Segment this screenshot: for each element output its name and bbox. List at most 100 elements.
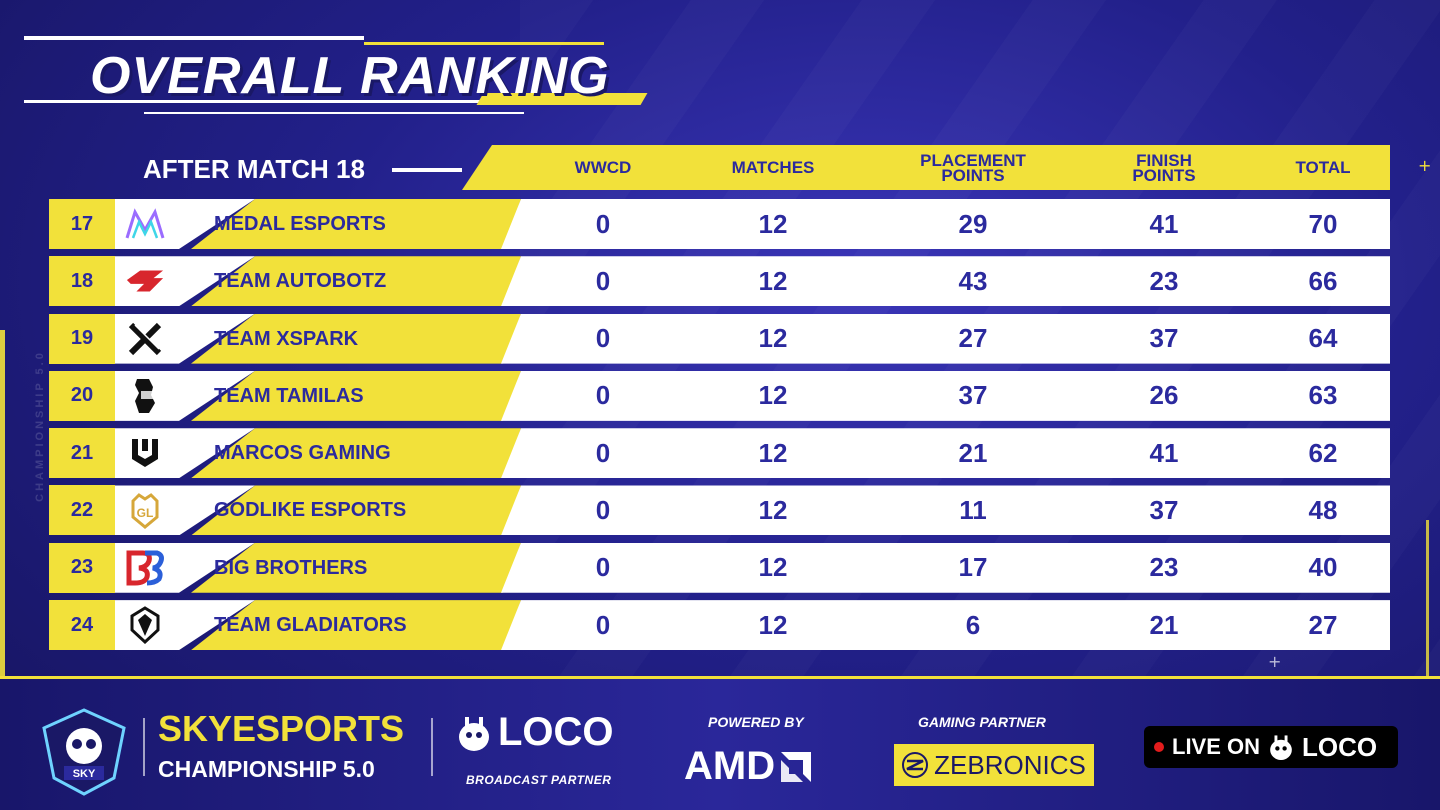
team-name-cell bbox=[191, 542, 521, 593]
stat-matches: 12 bbox=[758, 265, 788, 296]
stat-total: 64 bbox=[1308, 323, 1338, 354]
team-name: TEAM AUTOBOTZ bbox=[214, 270, 387, 293]
stats-cell bbox=[501, 199, 1390, 249]
team-name-cell bbox=[191, 256, 521, 307]
stat-finish: 37 bbox=[1149, 323, 1179, 354]
plus-decor-icon: + bbox=[1418, 156, 1432, 175]
live-dot-icon bbox=[1154, 742, 1164, 752]
live-on-loco-badge: LIVE ON LOCO bbox=[1144, 726, 1398, 768]
rank-cell: 18 bbox=[49, 256, 115, 307]
stat-total: 48 bbox=[1308, 494, 1338, 525]
zebronics-logo: ZEBRONICS bbox=[894, 744, 1094, 786]
rank-cell: 24 bbox=[49, 600, 115, 651]
title-line-top bbox=[24, 36, 364, 40]
stat-total: 63 bbox=[1308, 380, 1338, 411]
broadcast-partner-label: BROADCAST PARTNER bbox=[466, 773, 612, 787]
medal-esports-logo-icon bbox=[125, 204, 165, 244]
stat-finish: 41 bbox=[1149, 208, 1179, 239]
stat-finish: 26 bbox=[1149, 380, 1179, 411]
stat-total: 27 bbox=[1308, 609, 1338, 640]
stat-wwcd: 0 bbox=[595, 552, 611, 583]
brand-name: SKYESPORTS bbox=[158, 708, 405, 749]
stat-wwcd: 0 bbox=[595, 609, 611, 640]
stats-cell bbox=[501, 600, 1390, 651]
right-accent-bar bbox=[1426, 520, 1440, 680]
stat-finish: 23 bbox=[1149, 552, 1179, 583]
stat-matches: 12 bbox=[758, 380, 788, 411]
table-header-bar bbox=[462, 145, 1390, 190]
match-subtitle: AFTER MATCH 18 bbox=[143, 154, 365, 184]
side-watermark: CHAMPIONSHIP 5.0 bbox=[33, 350, 46, 502]
table-row: 18 TEAM AUTOBOTZ 0 12 43 23 66 bbox=[49, 256, 1390, 307]
rank-cell: 23 bbox=[49, 542, 115, 593]
stats-cell bbox=[501, 542, 1390, 593]
svg-text:SKY: SKY bbox=[73, 768, 96, 780]
stat-total: 40 bbox=[1308, 552, 1338, 583]
godlike-esports-logo-icon: GL bbox=[125, 490, 165, 530]
team-name: MEDAL ESPORTS bbox=[214, 213, 386, 235]
rank-cell: 20 bbox=[49, 370, 115, 421]
live-loco-wordmark: LOCO bbox=[1302, 731, 1378, 762]
stat-finish: 23 bbox=[1149, 265, 1179, 296]
stat-wwcd: 0 bbox=[595, 380, 611, 411]
title-line-bottom bbox=[24, 100, 504, 103]
team-name-cell bbox=[191, 485, 521, 536]
stat-wwcd: 0 bbox=[595, 265, 611, 296]
team-name-cell bbox=[191, 313, 521, 364]
team-name-cell bbox=[191, 370, 521, 421]
table-row: 23 BIG BROTHERS 0 12 17 23 40 bbox=[49, 542, 1390, 593]
team-name-cell bbox=[191, 199, 521, 249]
stat-wwcd: 0 bbox=[595, 323, 611, 354]
stat-total: 62 bbox=[1308, 437, 1338, 468]
team-name: GODLIKE ESPORTS bbox=[214, 499, 407, 522]
loco-wordmark: LOCO bbox=[498, 710, 614, 754]
stats-cell bbox=[501, 485, 1390, 536]
column-header-placement-points: PLACEMENT POINTS bbox=[920, 150, 1026, 185]
stats-cell bbox=[501, 313, 1390, 364]
table-row: 20 TEAM TAMILAS 0 12 37 26 63 bbox=[49, 370, 1390, 421]
plus-decor-icon: + bbox=[1268, 652, 1282, 671]
stat-placement: 37 bbox=[958, 380, 988, 411]
stat-matches: 12 bbox=[758, 609, 788, 640]
table-row: 17 MEDAL ESPORTS 0 12 29 41 70 bbox=[49, 199, 1390, 249]
svg-text:GL: GL bbox=[137, 506, 154, 520]
stats-cell bbox=[501, 428, 1390, 479]
stat-placement: 17 bbox=[958, 552, 988, 583]
table-row: 21 MARCOS GAMING 0 12 21 41 62 bbox=[49, 428, 1390, 479]
stat-wwcd: 0 bbox=[595, 208, 611, 239]
team-name: TEAM GLADIATORS bbox=[214, 614, 407, 637]
stat-wwcd: 0 bbox=[595, 437, 611, 468]
brand-event: CHAMPIONSHIP 5.0 bbox=[158, 756, 375, 782]
column-header-matches: MATCHES bbox=[731, 158, 815, 177]
stat-total: 70 bbox=[1308, 208, 1338, 239]
team-tamilas-logo-icon bbox=[125, 376, 165, 416]
column-header-total: TOTAL bbox=[1295, 158, 1351, 177]
loco-mascot-icon bbox=[459, 716, 489, 751]
stat-placement: 21 bbox=[958, 437, 988, 468]
stat-matches: 12 bbox=[758, 494, 788, 525]
stat-matches: 12 bbox=[758, 552, 788, 583]
amd-wordmark: AMD bbox=[684, 744, 776, 788]
stat-wwcd: 0 bbox=[595, 494, 611, 525]
table-row: 19 TEAM XSPARK 0 12 27 37 64 bbox=[49, 313, 1390, 364]
amd-arrow-icon bbox=[781, 751, 812, 782]
stat-placement: 11 bbox=[959, 494, 987, 525]
left-accent-bar bbox=[0, 330, 12, 680]
page-title: OVERALL RANKING bbox=[90, 47, 610, 105]
stat-finish: 37 bbox=[1149, 494, 1179, 525]
title-block: OVERALL RANKING bbox=[24, 28, 664, 128]
column-header-finish-points: FINISH POINTS bbox=[1132, 150, 1196, 185]
live-on-label: LIVE ON bbox=[1172, 734, 1261, 759]
team-name: MARCOS GAMING bbox=[214, 442, 391, 465]
stat-placement: 6 bbox=[965, 609, 981, 640]
zebronics-wordmark: ZEBRONICS bbox=[934, 749, 1086, 780]
table-row: 24 TEAM GLADIATORS 0 12 6 21 27 bbox=[49, 600, 1390, 651]
skyesports-badge-icon: SKY bbox=[42, 708, 126, 796]
team-gladiators-logo-icon bbox=[125, 605, 165, 645]
big-brothers-logo-icon bbox=[125, 548, 165, 588]
stat-placement: 29 bbox=[958, 208, 988, 239]
column-header-wwcd: WWCD bbox=[574, 158, 632, 177]
zebronics-mark-icon bbox=[902, 752, 929, 778]
rank-cell: 17 bbox=[49, 199, 115, 249]
stats-cell bbox=[501, 370, 1390, 421]
